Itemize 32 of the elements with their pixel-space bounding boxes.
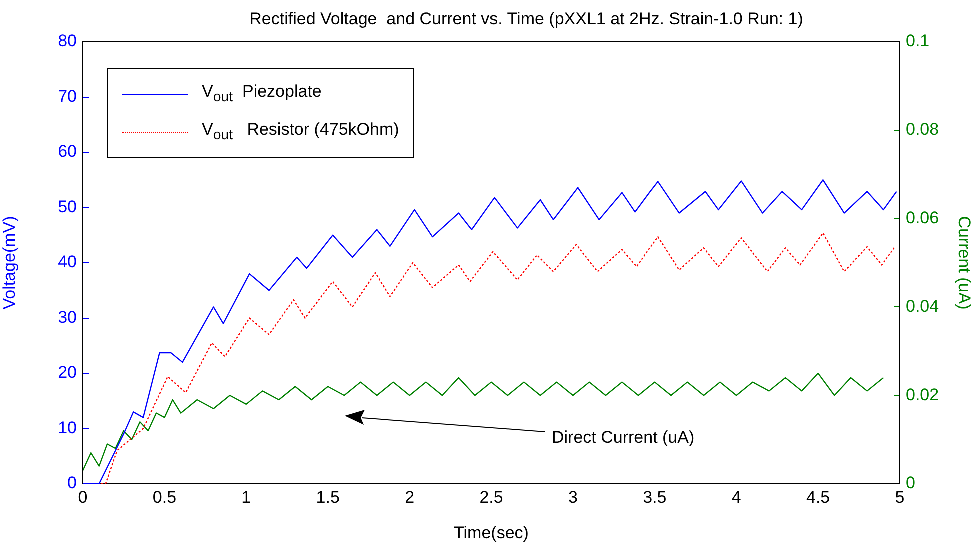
x-tick-label: 3.5 xyxy=(643,488,667,507)
chart-title: Rectified Voltage and Current vs. Time (pXXL1 at 2Hz. Strain-1.0 Run: 1) xyxy=(250,10,804,29)
legend-label: V$_{out}$ Resistor (475kOhm) xyxy=(202,120,400,144)
x-tick-label: 4.5 xyxy=(806,488,830,507)
y2-tick-label: 0.1 xyxy=(906,32,930,51)
y2-tick-label: 0.02 xyxy=(906,385,940,404)
y-tick-label: 0 xyxy=(68,474,77,493)
x-tick-label: 0.5 xyxy=(152,488,177,507)
x-tick-label: 2.5 xyxy=(480,488,504,507)
x-tick-label: 1.5 xyxy=(316,488,340,507)
y-tick-label: 70 xyxy=(58,86,77,106)
x-tick-label: 1 xyxy=(242,488,252,507)
y-axis-title: Voltage(mV) xyxy=(0,216,19,310)
x-tick-label: 3 xyxy=(568,488,578,507)
x-axis-title: Time(sec) xyxy=(454,523,529,542)
y-tick-label: 40 xyxy=(58,252,77,272)
y-tick-label: 30 xyxy=(58,308,77,327)
y-tick-label: 10 xyxy=(58,418,77,438)
x-tick-label: 5 xyxy=(895,488,905,507)
y-tick-label: 50 xyxy=(58,197,77,216)
annotation: Direct Current (uA) xyxy=(552,428,695,448)
y-tick-label: 20 xyxy=(58,363,77,382)
x-tick-label: 4 xyxy=(732,488,742,507)
y2-axis-title: Current (uA) xyxy=(955,216,974,310)
y-tick-label: 80 xyxy=(58,32,77,51)
y2-tick-label: 0.06 xyxy=(906,208,940,228)
y2-tick-label: 0.08 xyxy=(906,120,940,140)
x-tick-label: 2 xyxy=(405,488,415,507)
y2-tick-label: 0 xyxy=(906,474,916,493)
y-tick-label: 60 xyxy=(58,142,77,162)
legend-label: V$_{out}$ Piezoplate xyxy=(202,82,322,106)
y2-tick-label: 0.04 xyxy=(906,296,940,316)
